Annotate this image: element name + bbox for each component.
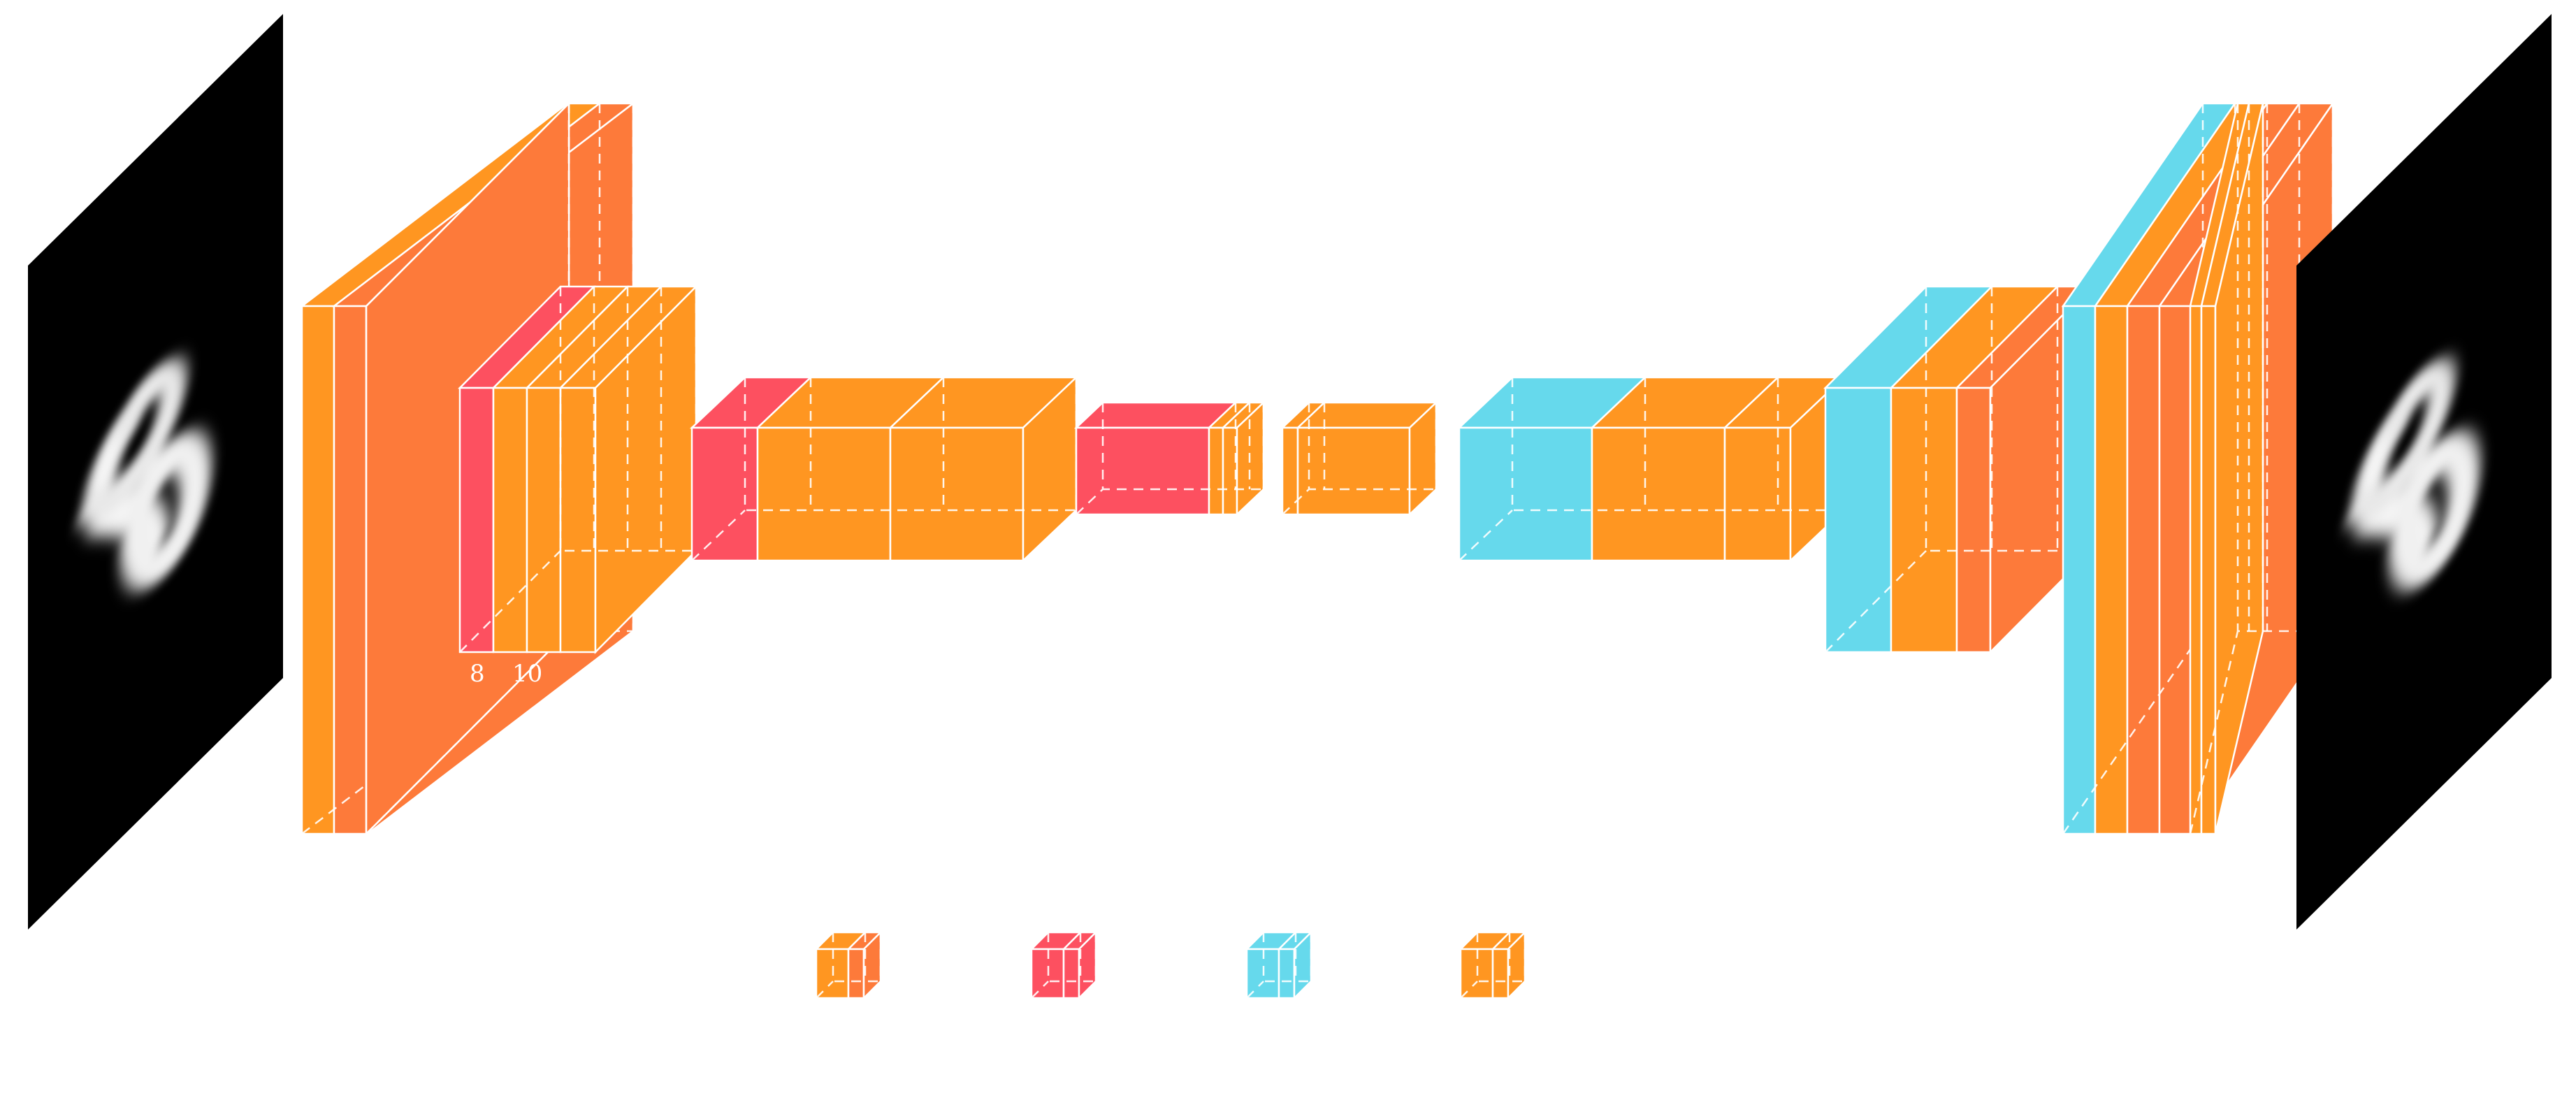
slab-front <box>2189 305 2203 835</box>
input-image <box>28 14 283 930</box>
hidden-edges <box>1031 932 1096 999</box>
encoder-block-4 <box>1073 400 1266 517</box>
slab-front <box>1062 948 1080 999</box>
slab-front <box>301 305 335 835</box>
conv-cube-icon <box>1458 930 1528 1001</box>
slab-front <box>690 426 759 562</box>
slab-front <box>1955 387 1992 653</box>
hidden-edges <box>1076 403 1264 515</box>
slab-front <box>1824 387 1893 653</box>
slab-front <box>1296 426 1411 516</box>
decoder-block-5 <box>2189 102 2264 835</box>
encoder-block-3 <box>689 375 1079 563</box>
slab-front <box>1890 387 1958 653</box>
hidden-edges <box>1282 403 1436 515</box>
digit-eight <box>78 359 212 590</box>
pool-cube-icon <box>1029 930 1099 1001</box>
unpool-cube-icon <box>1244 930 1314 1001</box>
slab-front <box>2126 305 2161 835</box>
dimension-labels: 8 10 <box>470 660 542 688</box>
dim-label-8: 8 <box>470 660 485 688</box>
decoder-block-2 <box>1456 375 1846 563</box>
digit-eight <box>2347 359 2480 590</box>
output-image <box>2296 14 2552 930</box>
slab-front <box>1208 426 1224 516</box>
slab-front <box>2094 305 2129 835</box>
slab-front <box>756 426 892 562</box>
slab-front <box>559 387 597 653</box>
slab-front <box>458 387 495 653</box>
slab-front <box>1591 426 1726 562</box>
slab-front <box>1278 948 1296 999</box>
slab-front <box>2158 305 2194 835</box>
dim-label-10: 10 <box>512 660 542 688</box>
slab-front <box>847 948 865 999</box>
slab-front <box>1458 426 1593 562</box>
slab-front <box>1723 426 1792 562</box>
hidden-edges <box>691 377 1076 561</box>
slab-front <box>492 387 528 653</box>
conv-relu-cube-icon <box>813 930 883 1001</box>
hidden-edges <box>1459 377 1844 561</box>
encoder-block-2 <box>457 284 699 655</box>
slab-front <box>2062 305 2097 835</box>
hidden-edges <box>1460 932 1525 999</box>
hidden-edges <box>459 287 696 653</box>
slab-front <box>2200 305 2217 835</box>
slab-front <box>1075 426 1210 516</box>
slab-front <box>1491 948 1510 999</box>
slab-top <box>1073 401 1238 429</box>
slab-front <box>333 305 369 835</box>
hidden-edges <box>1825 287 2091 653</box>
slab-front <box>889 426 1025 562</box>
layer-blocks <box>28 14 2552 1001</box>
hidden-edges <box>816 932 881 999</box>
slab-front <box>526 387 562 653</box>
hidden-edges <box>2189 103 2263 835</box>
hidden-edges <box>1246 932 1311 999</box>
decoder-block-3 <box>1823 284 2094 655</box>
decoder-block-1 <box>1280 400 1439 517</box>
